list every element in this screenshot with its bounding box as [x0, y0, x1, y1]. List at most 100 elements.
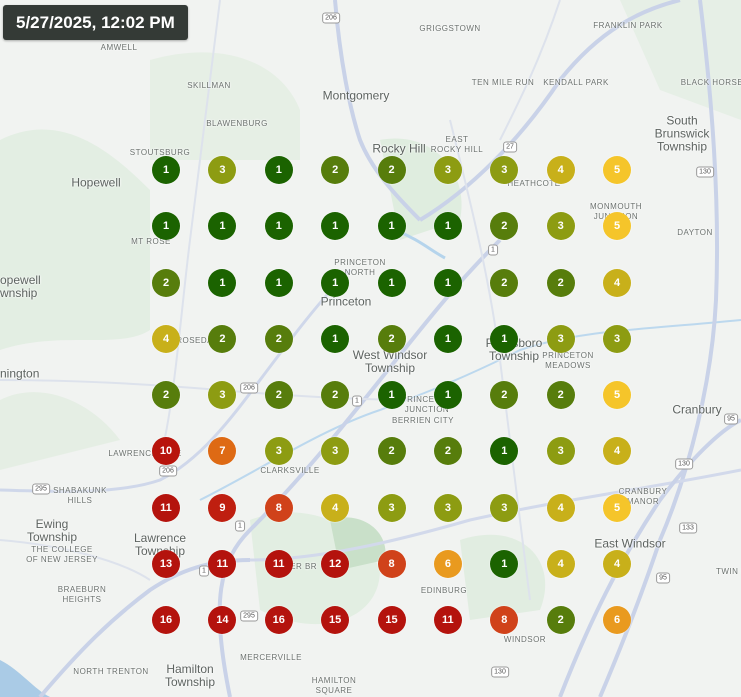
value-marker[interactable]: 7 [208, 437, 237, 466]
value-marker[interactable]: 3 [433, 493, 462, 522]
route-shield: 1 [235, 520, 245, 532]
place-label-skillman: SKILLMAN [187, 81, 231, 90]
value-marker[interactable]: 1 [264, 212, 293, 241]
value-marker[interactable]: 4 [546, 549, 575, 578]
value-marker[interactable]: 2 [546, 381, 575, 409]
value-marker[interactable]: 1 [377, 268, 406, 297]
value-marker[interactable]: 3 [208, 156, 237, 184]
value-marker[interactable]: 4 [546, 156, 575, 184]
value-marker[interactable]: 1 [433, 324, 462, 353]
value-marker[interactable]: 1 [490, 437, 519, 466]
value-marker[interactable]: 2 [433, 437, 462, 466]
value-marker[interactable]: 13 [152, 549, 180, 578]
value-marker[interactable]: 5 [603, 381, 631, 409]
value-marker[interactable]: 11 [264, 549, 293, 578]
value-marker[interactable]: 2 [490, 212, 519, 241]
route-shield: 133 [679, 522, 697, 534]
value-marker[interactable]: 3 [377, 493, 406, 522]
value-marker[interactable]: 2 [208, 324, 237, 353]
value-marker[interactable]: 5 [603, 156, 631, 184]
town-label-cranbury: Cranbury [672, 402, 722, 417]
value-marker[interactable]: 11 [208, 549, 237, 578]
value-marker[interactable]: 3 [546, 437, 575, 466]
value-marker[interactable]: 2 [264, 324, 293, 353]
value-marker[interactable]: 12 [321, 549, 350, 578]
value-marker[interactable]: 1 [264, 268, 293, 297]
value-marker[interactable]: 2 [321, 381, 350, 409]
value-marker[interactable]: 11 [152, 493, 180, 522]
value-marker[interactable]: 3 [264, 437, 293, 466]
value-marker[interactable]: 1 [264, 156, 293, 184]
town-label-west-windsor: West Windsor Township [352, 348, 428, 375]
value-marker[interactable]: 6 [603, 606, 631, 634]
value-marker[interactable]: 15 [377, 606, 406, 634]
value-marker[interactable]: 1 [490, 324, 519, 353]
value-marker[interactable]: 5 [603, 493, 631, 522]
value-marker[interactable]: 2 [377, 156, 406, 184]
value-marker[interactable]: 3 [490, 493, 519, 522]
value-marker[interactable]: 3 [546, 212, 575, 241]
place-label-stoutsburg: STOUTSBURG [129, 148, 191, 157]
place-label-dayton: DAYTON [677, 228, 713, 237]
value-marker[interactable]: 16 [264, 606, 293, 634]
value-marker[interactable]: 1 [321, 324, 350, 353]
value-marker[interactable]: 4 [546, 493, 575, 522]
value-marker[interactable]: 4 [603, 268, 631, 297]
value-marker[interactable]: 5 [603, 212, 631, 241]
value-marker[interactable]: 8 [264, 493, 293, 522]
value-marker[interactable]: 1 [152, 156, 180, 184]
value-marker[interactable]: 10 [152, 437, 180, 466]
value-marker[interactable]: 8 [377, 549, 406, 578]
value-marker[interactable]: 1 [433, 381, 462, 409]
value-marker[interactable]: 1 [321, 212, 350, 241]
value-marker[interactable]: 6 [433, 549, 462, 578]
value-marker[interactable]: 1 [208, 268, 237, 297]
place-label-windsor: WINDSOR [503, 635, 547, 644]
value-marker[interactable]: 1 [152, 212, 180, 241]
value-marker[interactable]: 2 [377, 437, 406, 466]
value-marker[interactable]: 2 [321, 156, 350, 184]
value-marker[interactable]: 1 [433, 212, 462, 241]
place-label-hamilton-square: HAMILTON SQUARE [311, 676, 357, 695]
value-marker[interactable]: 3 [603, 324, 631, 353]
place-label-braeburn-heights: BRAEBURN HEIGHTS [57, 585, 107, 604]
value-marker[interactable]: 3 [490, 156, 519, 184]
value-marker[interactable]: 1 [208, 212, 237, 241]
value-marker[interactable]: 2 [490, 381, 519, 409]
value-marker[interactable]: 8 [490, 606, 519, 634]
route-shield: 95 [724, 413, 738, 425]
value-marker[interactable]: 14 [208, 606, 237, 634]
value-marker[interactable]: 3 [208, 381, 237, 409]
value-marker[interactable]: 2 [152, 381, 180, 409]
value-marker[interactable]: 3 [433, 156, 462, 184]
value-marker[interactable]: 9 [208, 493, 237, 522]
value-marker[interactable]: 11 [433, 606, 462, 634]
route-shield: 1 [199, 565, 209, 577]
value-marker[interactable]: 4 [603, 437, 631, 466]
value-marker[interactable]: 15 [321, 606, 350, 634]
value-marker[interactable]: 1 [377, 381, 406, 409]
value-marker[interactable]: 16 [152, 606, 180, 634]
value-marker[interactable]: 2 [546, 268, 575, 297]
place-label-princeton-meadows: PRINCETON MEADOWS [542, 351, 594, 370]
value-marker[interactable]: 2 [546, 606, 575, 634]
town-label-pennington: nington [0, 366, 40, 381]
value-marker[interactable]: 2 [152, 268, 180, 297]
value-marker[interactable]: 1 [321, 268, 350, 297]
value-marker[interactable]: 2 [264, 381, 293, 409]
place-label-twin-rivers: TWIN R [716, 567, 741, 576]
value-marker[interactable]: 3 [546, 324, 575, 353]
value-marker[interactable]: 1 [377, 212, 406, 241]
value-marker[interactable]: 2 [490, 268, 519, 297]
value-marker[interactable]: 3 [321, 437, 350, 466]
value-marker[interactable]: 4 [603, 549, 631, 578]
place-label-griggstown: GRIGGSTOWN [419, 24, 481, 33]
value-marker[interactable]: 4 [152, 324, 180, 353]
value-marker[interactable]: 1 [490, 549, 519, 578]
value-marker[interactable]: 1 [433, 268, 462, 297]
value-marker[interactable]: 2 [377, 324, 406, 353]
place-label-ten-mile-run: TEN MILE RUN [471, 78, 535, 87]
route-shield: 130 [491, 666, 509, 678]
value-marker[interactable]: 4 [321, 493, 350, 522]
